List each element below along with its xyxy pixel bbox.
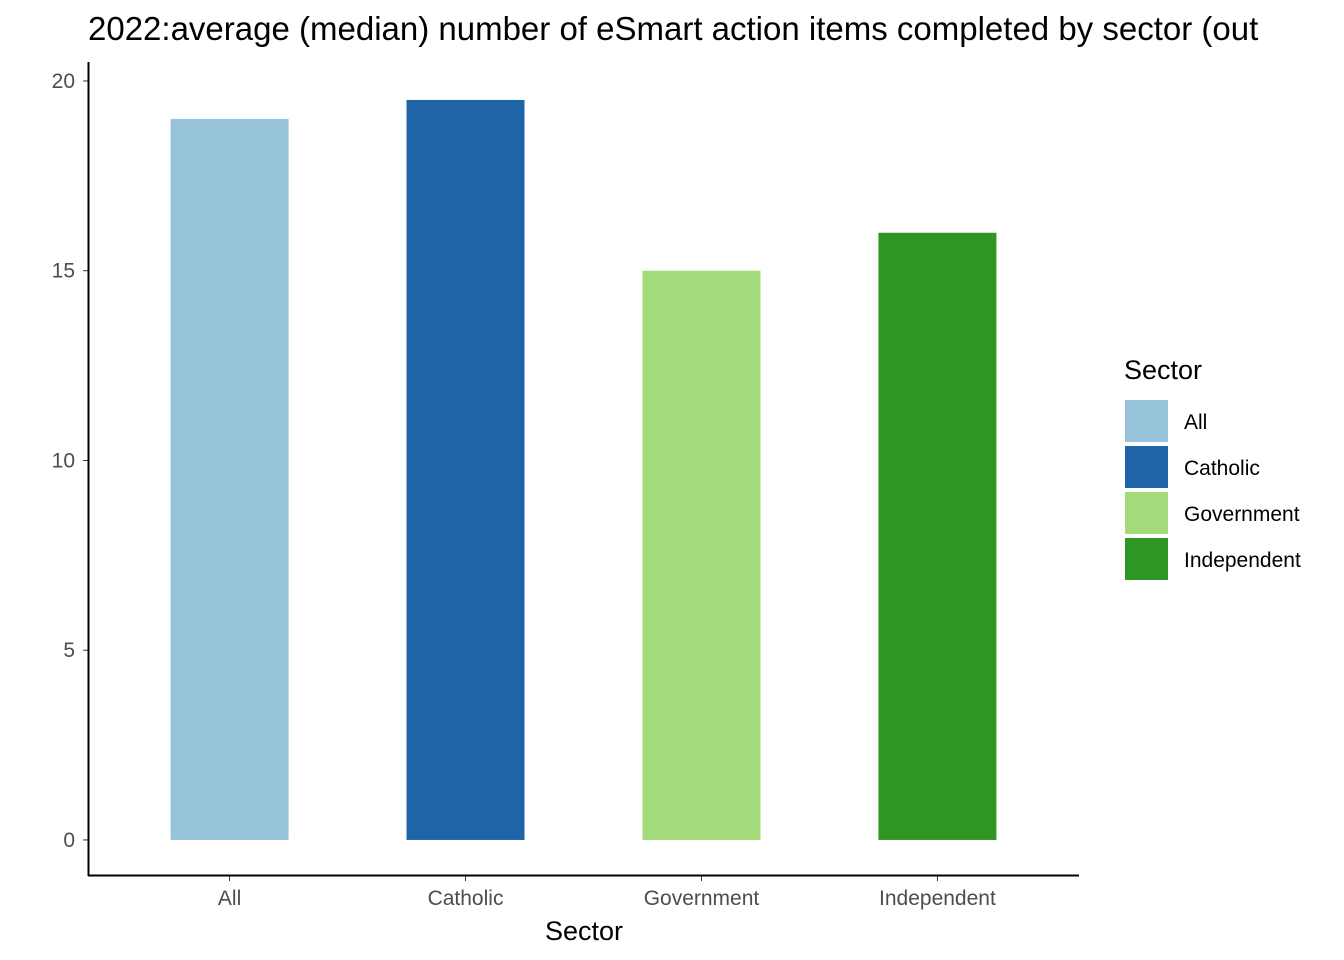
y-axis-ticks: 0 5 10 15 20 (52, 70, 88, 852)
legend-key-government (1125, 492, 1168, 534)
y-tick-label: 10 (52, 449, 75, 472)
x-tick-label: Catholic (428, 887, 504, 910)
x-tick-label: Independent (879, 887, 996, 910)
legend: Sector All Catholic Government Independent (1124, 355, 1301, 580)
y-tick-label: 0 (63, 829, 75, 852)
legend-items: All Catholic Government Independent (1125, 400, 1301, 580)
legend-label-all: All (1184, 411, 1207, 434)
legend-key-catholic (1125, 446, 1168, 488)
bar-all (170, 118, 289, 840)
bar-catholic (406, 99, 525, 840)
x-tick-label: All (218, 887, 241, 910)
y-tick-label: 15 (52, 260, 75, 283)
legend-key-all (1125, 400, 1168, 442)
bar-government (642, 270, 761, 840)
x-tick-label: Government (644, 887, 760, 910)
bar-independent (878, 232, 997, 840)
bars-group (170, 99, 997, 840)
y-tick-label: 5 (63, 639, 75, 662)
legend-key-independent (1125, 538, 1168, 580)
legend-label-government: Government (1184, 503, 1300, 526)
x-axis-ticks: All Catholic Government Independent (218, 876, 996, 910)
legend-label-independent: Independent (1184, 549, 1301, 572)
y-tick-label: 20 (52, 70, 75, 93)
x-axis-title: Sector (545, 916, 623, 946)
chart-title: 2022:average (median) number of eSmart a… (88, 10, 1258, 47)
legend-title: Sector (1124, 355, 1202, 385)
legend-label-catholic: Catholic (1184, 457, 1260, 480)
